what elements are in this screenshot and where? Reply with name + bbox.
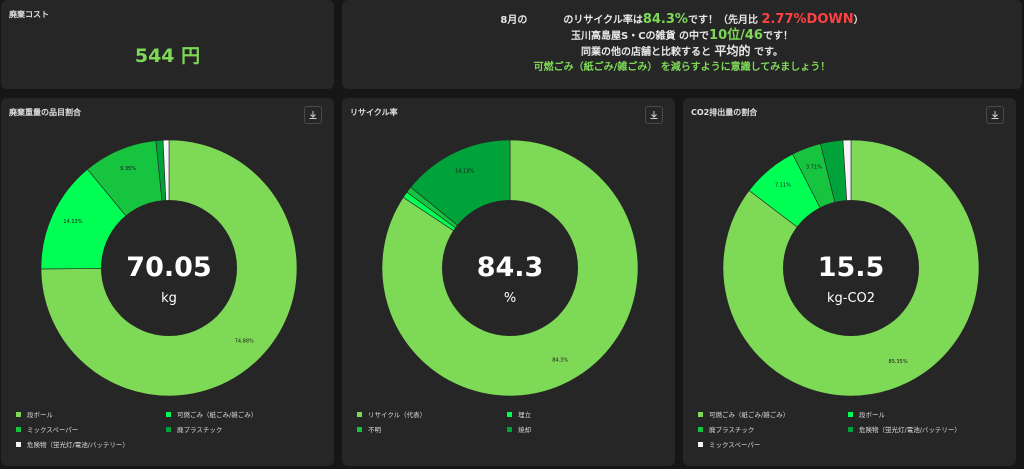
legend-item[interactable]: ミックスペーパー: [16, 424, 78, 434]
slice-label: 9.35%: [120, 166, 136, 172]
panel-title: 廃棄重量の品目割合: [9, 108, 81, 117]
legend-item[interactable]: 廃プラスチック: [698, 424, 754, 434]
legend-item[interactable]: 可燃ごみ（紙ごみ/雑ごみ）: [166, 409, 257, 419]
legend-item[interactable]: 危険物（蛍光灯/電池/バッテリー）: [848, 424, 961, 434]
comparison-text: 平均的: [714, 44, 751, 58]
legend-item[interactable]: ミックスペーパー: [698, 439, 760, 449]
legend-item[interactable]: 焼却: [507, 424, 531, 434]
pie-slice[interactable]: [382, 140, 638, 396]
recycle-rate-panel: リサイクル率 84.3% 14.13% 84.3 % リサイクル（代表） 埋立 不…: [342, 98, 675, 466]
co2-donut-chart: 85.35% 7.11% 3.71% 15.5 kg-CO2: [723, 140, 979, 396]
co2-ratio-panel: CO2排出量の割合 85.35% 7.11% 3.71% 15.5 kg-CO2 可…: [683, 98, 1016, 466]
center-value: 70.05: [126, 252, 211, 283]
legend-item[interactable]: 不明: [357, 424, 381, 434]
download-icon[interactable]: [986, 106, 1004, 124]
banner-line-1: 8月の のリサイクル率は84.3%です！（先月比 2.77%DOWN）: [500, 12, 864, 27]
legend-swatch: [698, 411, 703, 417]
panel-title: CO2排出量の割合: [691, 108, 758, 117]
download-icon[interactable]: [304, 106, 322, 124]
banner-line-2: 玉川高島屋S・Cの雑貨 の中で10位/46です！: [571, 28, 793, 43]
recycle-summary-banner: 8月の のリサイクル率は84.3%です！（先月比 2.77%DOWN） 玉川高島屋…: [342, 0, 1022, 89]
center-value: 84.3: [477, 252, 544, 283]
legend-item[interactable]: 廃プラスチック: [166, 424, 222, 434]
legend-item[interactable]: リサイクル（代表）: [357, 409, 426, 419]
center-unit: kg: [161, 291, 177, 306]
legend-swatch: [357, 426, 362, 432]
rank-text: 10位/46: [709, 28, 763, 43]
cost-value: 544 円: [134, 45, 201, 67]
legend-swatch: [16, 411, 21, 417]
legend-swatch: [16, 426, 21, 432]
legend-swatch: [507, 411, 512, 417]
weight-ratio-panel: 廃棄重量の品目割合 74.88% 14.13% 9.35% 70.05 kg 段ボー…: [1, 98, 334, 466]
pie-slice[interactable]: [41, 140, 297, 396]
panel-title: リサイクル率: [350, 108, 398, 117]
cost-card: 廃棄コスト 544 円: [1, 0, 334, 89]
slice-label: 7.11%: [775, 183, 791, 189]
center-unit: kg-CO2: [827, 291, 875, 306]
legend-item[interactable]: 埋立: [507, 409, 531, 419]
slice-label: 14.13%: [63, 219, 82, 225]
delta-text: 2.77%DOWN: [761, 12, 854, 27]
legend-swatch: [507, 426, 512, 432]
legend-swatch: [698, 426, 703, 432]
recycle-rate: 84.3%: [642, 12, 688, 27]
legend-swatch: [848, 426, 853, 432]
legend-item[interactable]: 危険物（蛍光灯/電池/バッテリー）: [16, 439, 129, 449]
weight-donut-chart: 74.88% 14.13% 9.35% 70.05 kg: [41, 140, 297, 396]
banner-advice: 可燃ごみ（紙ごみ/雑ごみ） を減らすように意識してみましょう！: [533, 62, 831, 73]
legend-item[interactable]: 段ボール: [16, 409, 53, 419]
legend-swatch: [698, 441, 703, 447]
banner-line-3: 同業の他の店舗と比較すると 平均的 です。: [581, 44, 783, 58]
download-icon[interactable]: [645, 106, 663, 124]
center-value: 15.5: [818, 252, 885, 283]
slice-label: 84.3%: [552, 357, 568, 363]
slice-label: 3.71%: [806, 165, 822, 171]
recycle-donut-chart: 84.3% 14.13% 84.3 %: [382, 140, 638, 396]
slice-label: 74.88%: [235, 339, 254, 345]
legend-item[interactable]: 可燃ごみ（紙ごみ/雑ごみ）: [698, 409, 789, 419]
legend-swatch: [848, 411, 853, 417]
legend-item[interactable]: 段ボール: [848, 409, 885, 419]
slice-label: 14.13%: [455, 168, 474, 174]
legend-swatch: [166, 411, 171, 417]
cost-title: 廃棄コスト: [9, 10, 49, 19]
legend-swatch: [16, 441, 21, 447]
legend-swatch: [166, 426, 171, 432]
legend-swatch: [357, 411, 362, 417]
center-unit: %: [504, 291, 516, 306]
slice-label: 85.35%: [889, 359, 908, 365]
